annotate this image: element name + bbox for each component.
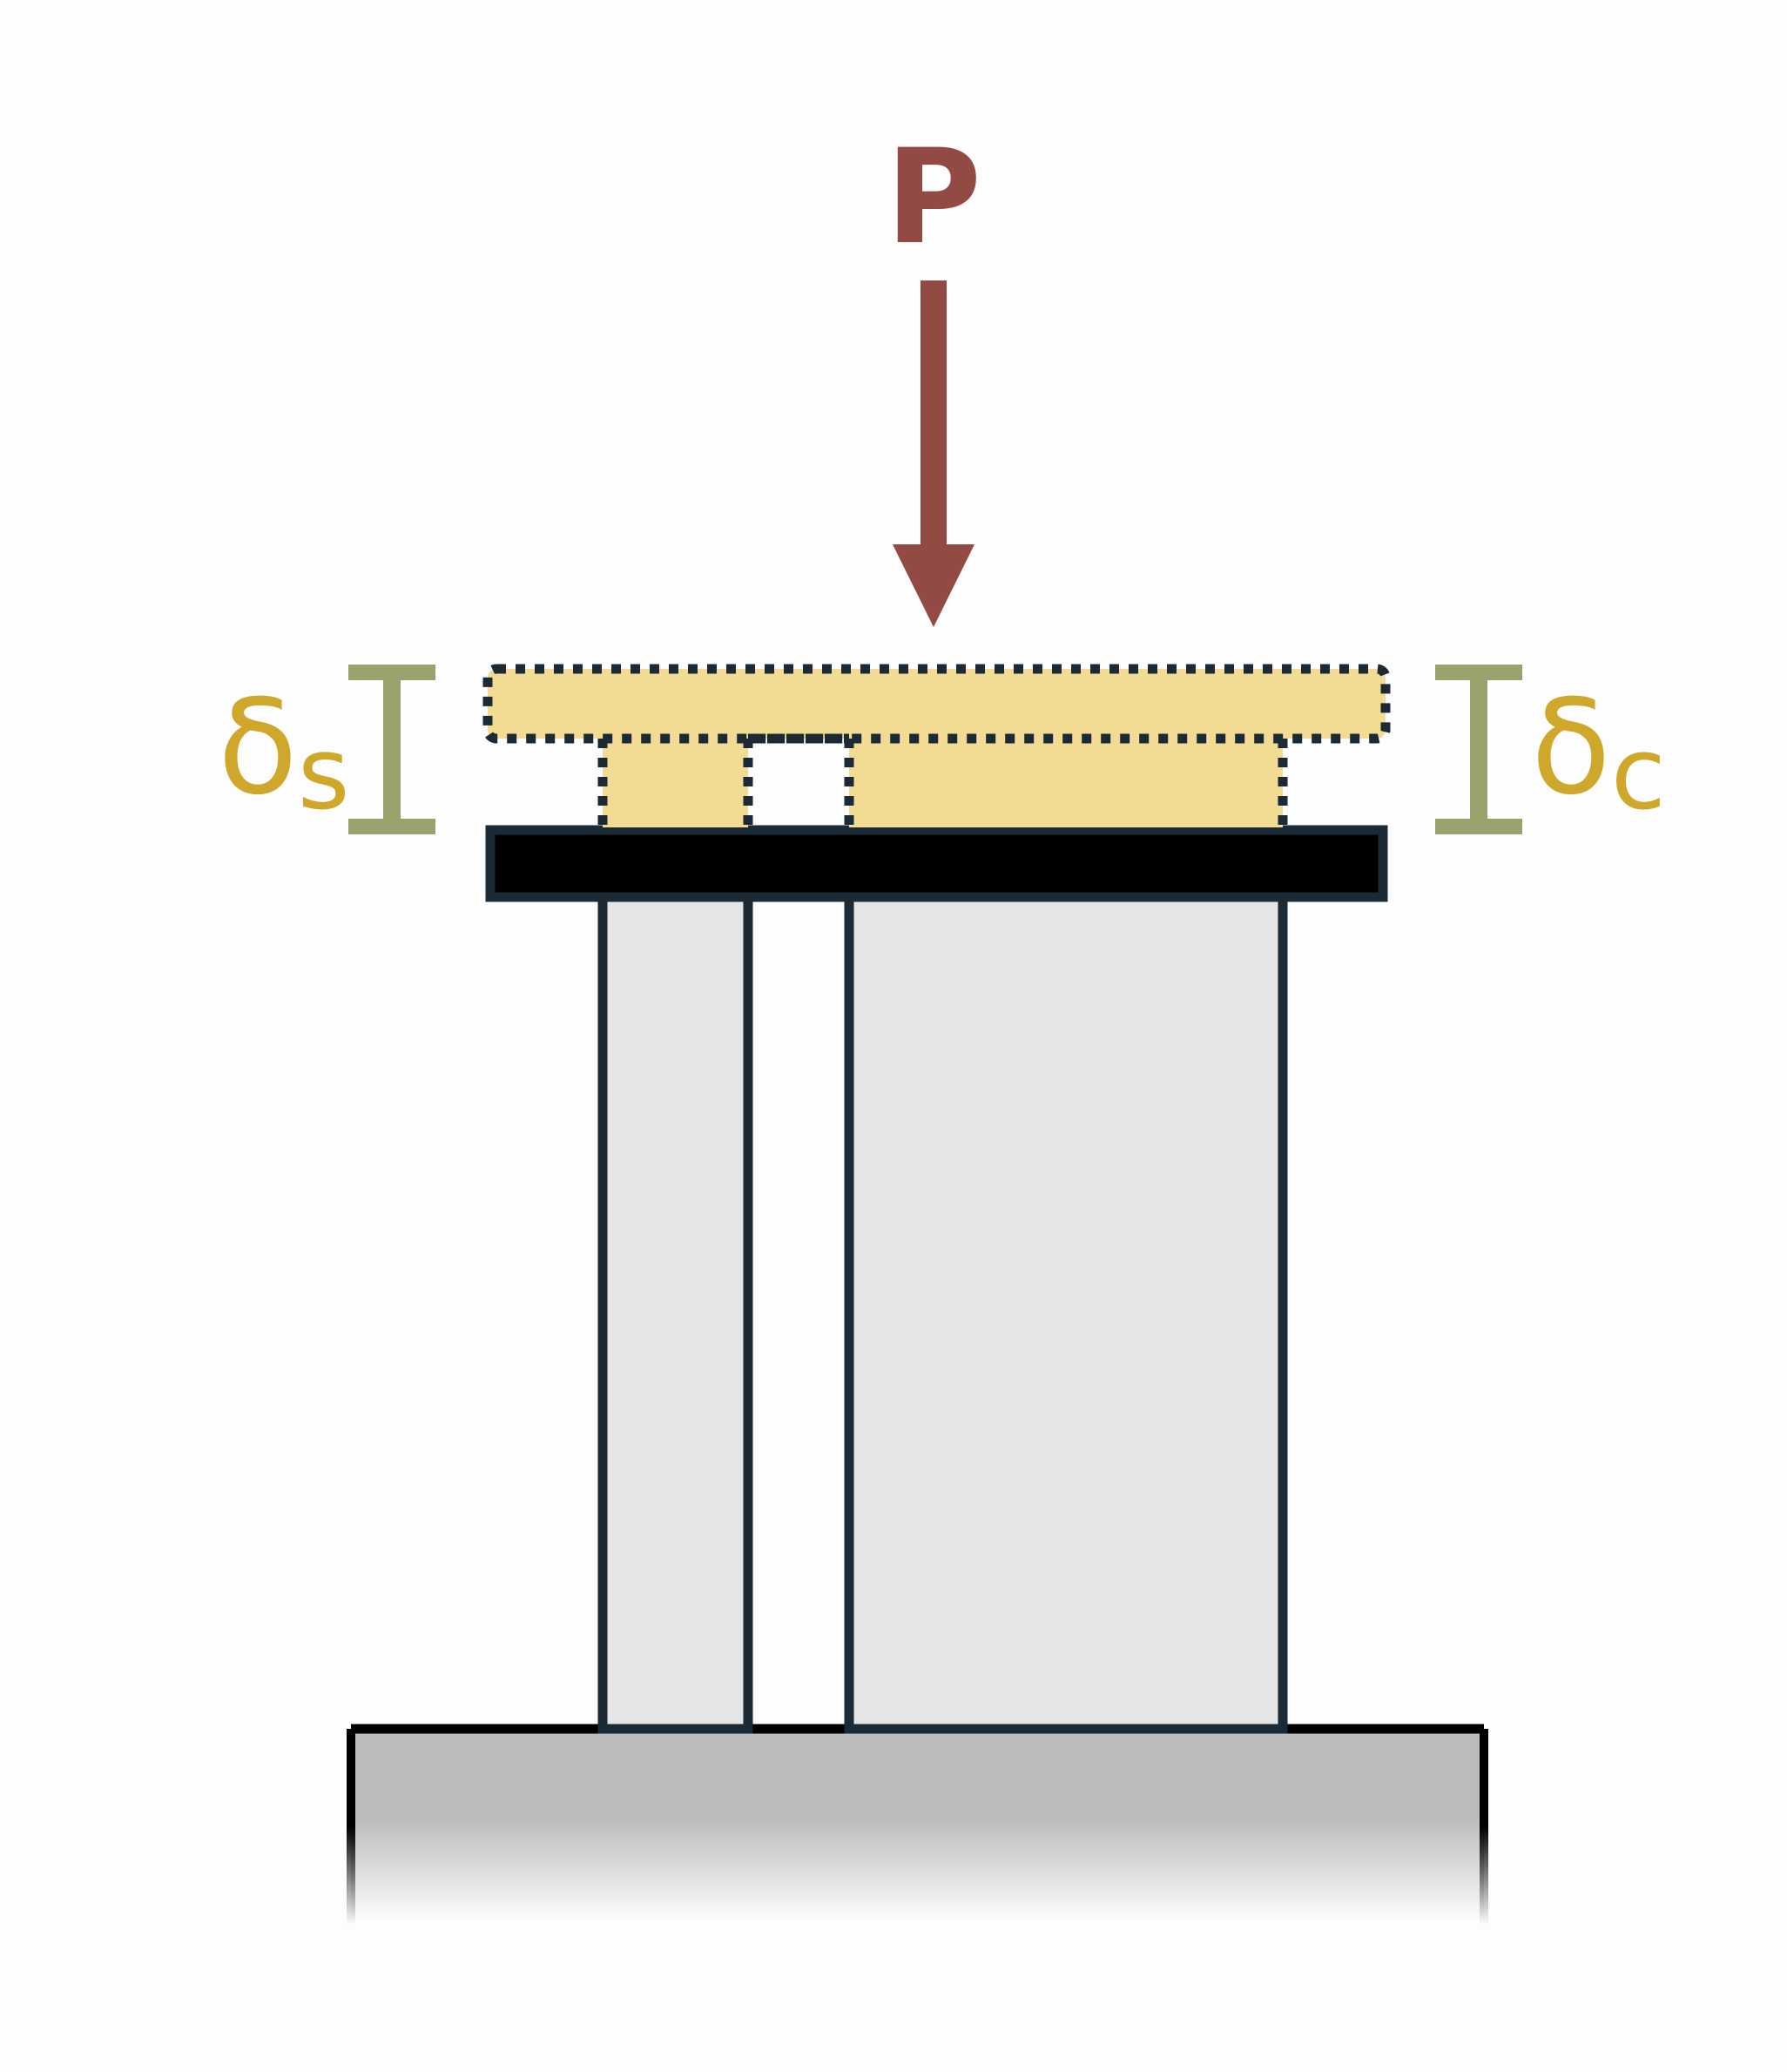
displaced-shape [482, 664, 1391, 827]
arrow-head [893, 544, 974, 627]
deflection-steel-label: δs [218, 672, 350, 833]
concrete-member [844, 892, 1288, 1734]
down-arrow-icon [920, 280, 947, 546]
delta-symbol: δ [1531, 672, 1611, 824]
displaced-concrete-extension [849, 739, 1283, 827]
delta-subscript: s [298, 716, 350, 833]
load-arrow: P [886, 122, 981, 627]
delta-symbol: δ [218, 672, 298, 824]
foundation-base [347, 1724, 1488, 1925]
right-deflection-bracket [1435, 665, 1522, 834]
displaced-plate [482, 664, 1391, 744]
left-deflection-bracket [348, 665, 435, 834]
steel-member [597, 892, 753, 1734]
displaced-steel-extension [603, 739, 748, 827]
load-label: P [886, 122, 981, 273]
deflection-concrete-label: δc [1531, 672, 1666, 833]
delta-subscript: c [1611, 716, 1666, 833]
rigid-plate [485, 825, 1388, 902]
